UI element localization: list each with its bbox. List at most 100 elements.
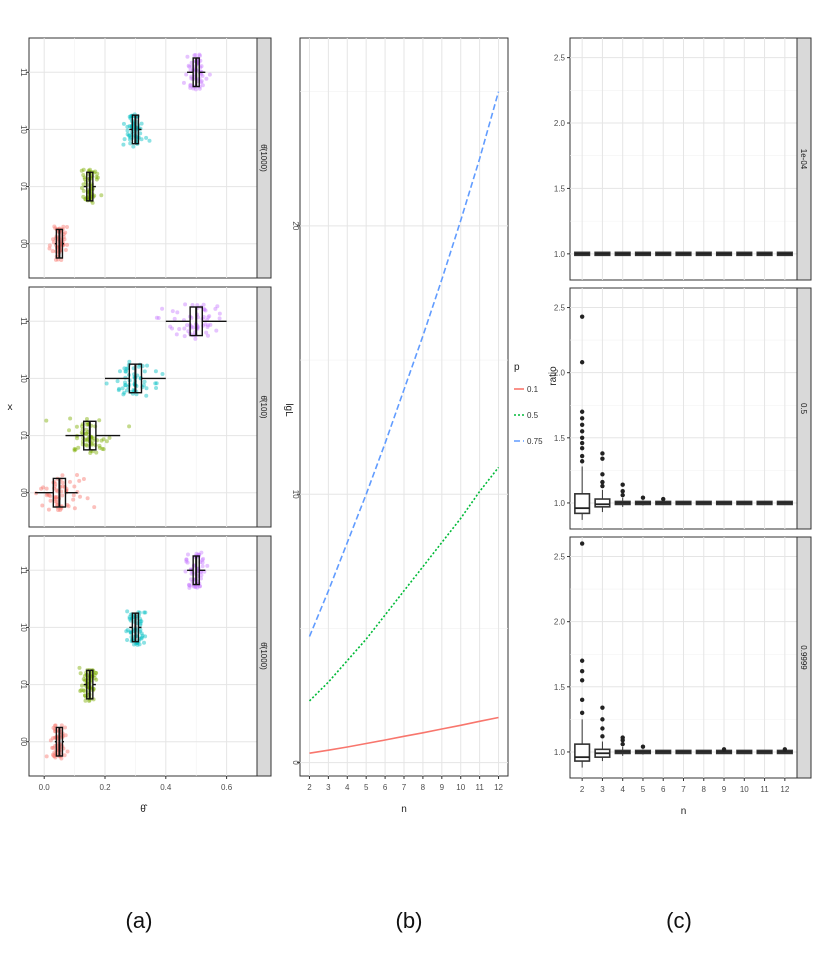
box-n-6 xyxy=(655,496,672,506)
data-point xyxy=(187,585,192,590)
data-point xyxy=(84,431,89,436)
box-n-9 xyxy=(715,500,733,506)
legend-label: 0.75 xyxy=(527,437,543,446)
outlier-point xyxy=(579,422,585,427)
data-point xyxy=(217,311,222,316)
data-point xyxy=(82,177,87,182)
facet-strip-label: 0.5 xyxy=(799,403,808,415)
data-point xyxy=(77,665,82,670)
data-point xyxy=(67,428,72,433)
data-point xyxy=(189,76,194,81)
data-point xyxy=(125,638,130,643)
x-tick-label: 0.4 xyxy=(160,783,172,792)
data-point xyxy=(186,63,191,68)
data-point xyxy=(80,683,85,688)
data-point xyxy=(154,381,159,386)
data-point xyxy=(52,754,57,759)
data-point xyxy=(200,557,205,562)
data-point xyxy=(56,507,61,512)
outlier-point xyxy=(600,479,605,485)
y-tick-label: 01 xyxy=(19,431,28,440)
facet-strip xyxy=(256,286,272,528)
data-point xyxy=(84,443,89,448)
data-point xyxy=(139,121,144,126)
data-point xyxy=(51,745,56,750)
y-tick-label: 1.0 xyxy=(554,748,566,757)
data-point xyxy=(40,503,45,508)
data-point xyxy=(48,738,53,743)
data-point xyxy=(121,392,126,397)
y-tick-label: 10 xyxy=(19,623,28,632)
facet-strip-label: θ̂(1000) xyxy=(259,642,268,670)
data-point xyxy=(184,323,189,328)
data-point xyxy=(144,135,149,140)
data-point xyxy=(193,87,198,92)
data-point xyxy=(74,436,79,441)
data-point xyxy=(215,304,220,309)
data-point xyxy=(84,431,89,436)
outlier-point xyxy=(579,678,585,683)
data-point xyxy=(131,144,136,149)
x-tick-label: 6 xyxy=(383,783,388,792)
box-n-8 xyxy=(695,251,712,257)
data-point xyxy=(175,310,180,315)
data-point xyxy=(81,677,86,682)
x-tick-label: 6 xyxy=(661,785,666,794)
data-point xyxy=(139,635,144,640)
data-point xyxy=(99,193,104,198)
data-point xyxy=(79,430,84,435)
data-point xyxy=(53,257,58,262)
data-point xyxy=(97,443,102,448)
data-point xyxy=(54,487,59,492)
data-point xyxy=(47,246,52,251)
data-point xyxy=(63,733,68,738)
data-point xyxy=(188,83,193,88)
data-point xyxy=(84,416,89,421)
data-point xyxy=(199,72,204,77)
data-point xyxy=(127,114,132,119)
data-point xyxy=(79,688,84,693)
data-point xyxy=(100,446,105,451)
x-tick-label: 9 xyxy=(440,783,445,792)
x-tick-label: 10 xyxy=(740,785,749,794)
data-point xyxy=(62,237,67,242)
data-point xyxy=(59,756,64,761)
data-point xyxy=(44,486,49,491)
x-tick-label: 8 xyxy=(702,785,707,794)
data-point xyxy=(81,188,86,193)
y-tick-label: 01 xyxy=(19,680,28,689)
outlier-point xyxy=(600,472,605,477)
data-point xyxy=(83,437,88,442)
x-tick-label: 8 xyxy=(421,783,426,792)
data-point xyxy=(205,324,210,329)
data-point xyxy=(127,133,132,138)
data-point xyxy=(81,182,86,187)
data-point xyxy=(204,330,209,335)
data-point xyxy=(139,631,144,636)
box-n-4 xyxy=(614,251,631,257)
data-point xyxy=(94,450,99,455)
x-tick-label: 12 xyxy=(494,783,503,792)
outlier-point xyxy=(600,456,605,461)
data-point xyxy=(72,506,77,511)
x-tick-label: 4 xyxy=(345,783,350,792)
data-point xyxy=(74,424,79,429)
box-n-8 xyxy=(695,749,712,755)
box-n-3 xyxy=(594,451,611,513)
x-tick-label: 7 xyxy=(681,785,686,794)
data-point xyxy=(48,498,53,503)
data-point xyxy=(44,754,49,759)
data-point xyxy=(67,479,72,484)
data-point xyxy=(120,386,125,391)
data-point xyxy=(144,386,149,391)
data-point xyxy=(191,584,196,589)
data-point xyxy=(128,629,133,634)
outlier-point xyxy=(579,314,585,319)
y-tick-label: 11 xyxy=(19,566,28,575)
facet-c-3: 1.0 1.5 2.0 2.5 0.9999 xyxy=(554,536,812,779)
y-tick-label: 11 xyxy=(19,317,28,326)
data-point xyxy=(127,124,132,129)
data-point xyxy=(50,745,55,750)
data-point xyxy=(172,316,177,321)
data-point xyxy=(185,552,190,557)
